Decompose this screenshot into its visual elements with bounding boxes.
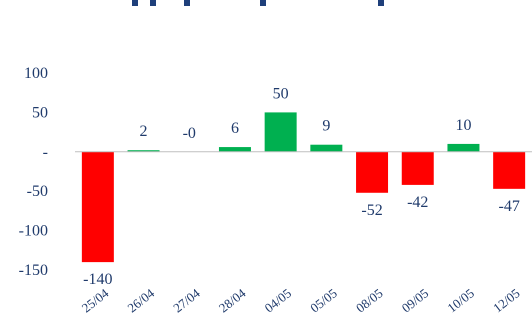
y-tick-label: -100 — [19, 223, 48, 240]
y-tick-label: 50 — [32, 104, 48, 121]
y-tick-label: -150 — [19, 262, 48, 279]
bar — [447, 143, 480, 152]
bar — [356, 151, 389, 193]
x-tick-label: 28/04 — [216, 285, 249, 315]
data-labels: -140 2 -0 6 50 9 -52 -42 10 -47 — [83, 85, 520, 288]
data-label: 9 — [322, 118, 330, 135]
bar — [127, 150, 160, 152]
bar — [81, 151, 114, 263]
bar — [264, 112, 297, 152]
y-tick-label: 100 — [24, 65, 48, 82]
x-tick-label: 10/05 — [444, 285, 477, 315]
data-label: -0 — [183, 125, 196, 142]
x-tick-label: 04/05 — [262, 285, 295, 315]
x-tick-label: 08/05 — [353, 285, 386, 315]
data-label: 6 — [231, 120, 239, 137]
data-label: 2 — [140, 123, 148, 140]
x-tick-label: 12/05 — [490, 285, 523, 315]
data-label: -52 — [361, 202, 382, 219]
y-axis-ticks: 100 50 - -50 -100 -150 — [19, 65, 48, 279]
title-fragment-mark — [378, 0, 384, 6]
bars — [81, 112, 526, 263]
title-fragment-mark — [260, 0, 266, 6]
x-tick-label: 26/04 — [124, 285, 157, 315]
chart-title-fragment — [132, 0, 387, 8]
bar — [401, 151, 434, 185]
data-label: -140 — [83, 271, 112, 288]
x-tick-label: 25/04 — [79, 285, 112, 315]
x-axis-ticks: 25/04 26/04 27/04 28/04 04/05 05/05 08/05 09/05… — [79, 285, 523, 315]
data-label: 10 — [455, 117, 471, 134]
data-label: -47 — [498, 198, 519, 215]
data-label: 50 — [273, 85, 289, 102]
x-tick-label: 27/04 — [170, 285, 203, 315]
y-tick-label: - — [43, 144, 48, 161]
bar — [493, 151, 526, 189]
x-tick-label: 05/05 — [307, 285, 340, 315]
title-fragment-mark — [184, 0, 190, 6]
x-tick-label: 09/05 — [399, 285, 432, 315]
y-tick-label: -50 — [27, 183, 48, 200]
title-fragment-mark — [150, 0, 156, 6]
bar — [218, 147, 251, 152]
data-label: -42 — [407, 194, 428, 211]
bar — [310, 144, 343, 152]
title-fragment-mark — [132, 0, 138, 6]
